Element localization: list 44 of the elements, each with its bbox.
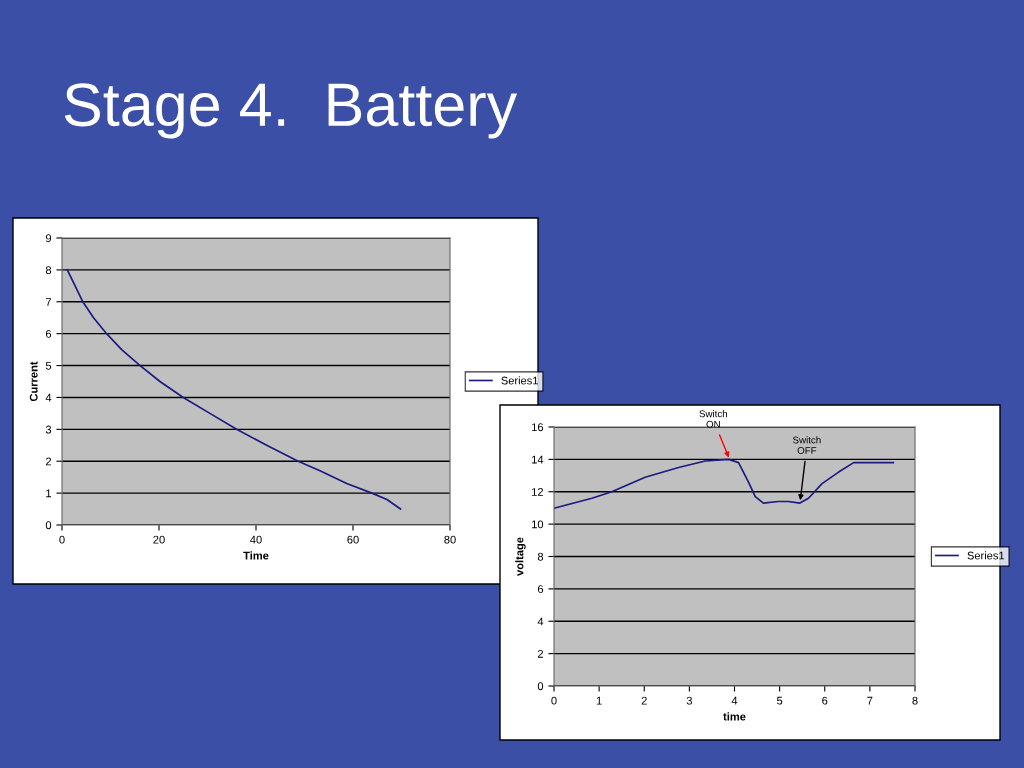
y-tick-label: 7 xyxy=(45,298,52,306)
x-tick-label: 0 xyxy=(551,696,557,705)
x-tick-label: 40 xyxy=(250,535,262,544)
y-tick-label: 8 xyxy=(537,552,544,561)
line-series xyxy=(554,458,895,509)
annotation: Switch ON xyxy=(699,410,728,428)
x-tick-label: 0 xyxy=(59,535,65,544)
y-tick-label: 14 xyxy=(532,455,544,464)
y-tick-label: 4 xyxy=(537,617,544,626)
y-tick-label: 8 xyxy=(45,266,52,275)
x-tick-label: 20 xyxy=(153,535,165,544)
x-tick-label: 5 xyxy=(776,696,783,705)
x-axis-title: time xyxy=(723,712,746,721)
y-tick-label: 3 xyxy=(45,425,52,434)
y-tick-label: 10 xyxy=(532,520,544,529)
y-tick-label: 12 xyxy=(532,488,544,496)
y-tick-label: 6 xyxy=(537,585,544,594)
x-tick-label: 6 xyxy=(822,696,828,705)
x-tick-label: 7 xyxy=(867,696,873,705)
y-tick-label: 2 xyxy=(45,457,52,466)
x-tick-label: 60 xyxy=(347,535,359,544)
y-axis-title: Current xyxy=(29,361,38,402)
y-tick-label: 6 xyxy=(45,329,52,338)
line-series xyxy=(66,269,402,510)
y-tick-label: 5 xyxy=(45,361,52,370)
legend-label: Series1 xyxy=(967,551,1005,560)
x-tick-label: 3 xyxy=(686,696,692,705)
x-tick-label: 4 xyxy=(731,696,738,705)
x-tick-label: 1 xyxy=(596,696,602,705)
y-axis-title: voltage xyxy=(515,537,526,576)
y-tick-label: 0 xyxy=(45,521,52,530)
y-tick-label: 4 xyxy=(45,393,52,402)
x-axis-title: Time xyxy=(243,551,269,560)
y-tick-label: 2 xyxy=(537,649,544,658)
y-tick-label: 1 xyxy=(46,489,52,498)
x-tick-label: 2 xyxy=(641,696,647,705)
chart-title: Stage 4. Battery xyxy=(64,83,518,139)
x-tick-label: 80 xyxy=(444,535,456,544)
legend-label: Series1 xyxy=(501,376,538,385)
x-tick-label: 8 xyxy=(912,696,918,705)
y-tick-label: 0 xyxy=(537,682,544,691)
y-tick-label: 9 xyxy=(45,234,52,243)
y-tick-label: 16 xyxy=(532,423,544,432)
annotation: Switch OFF xyxy=(793,436,821,454)
